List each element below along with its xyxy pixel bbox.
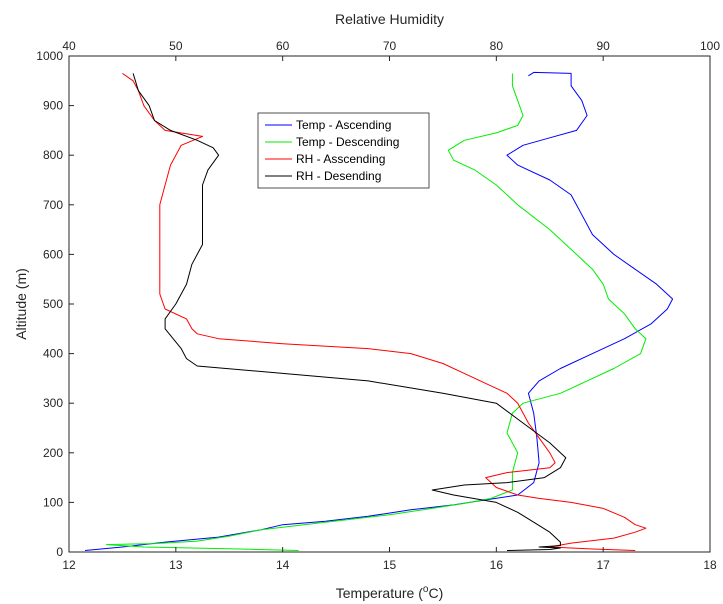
top-tick-label: 70 [383, 39, 397, 53]
series-line-4 [132, 73, 567, 551]
top-tick-label: 100 [700, 39, 720, 53]
legend-label-4: RH - Desending [296, 169, 381, 183]
bottom-axis-label-main: Temperature ( [336, 585, 423, 601]
bottom-tick-label: 16 [490, 558, 504, 572]
legend: Temp - Ascending Temp - Descending RH - As… [257, 112, 430, 189]
y-tick-label: 400 [43, 347, 63, 361]
y-tick-label: 800 [43, 148, 63, 162]
y-tick-label: 900 [43, 99, 63, 113]
y-tick-label: 500 [43, 297, 63, 311]
y-tick-label: 700 [43, 198, 63, 212]
bottom-axis-label-suffix: C) [428, 585, 443, 601]
series-line-3 [122, 72, 647, 551]
bottom-tick-label: 17 [596, 558, 610, 572]
series-layer [84, 71, 674, 551]
bottom-tick-label: 12 [62, 558, 76, 572]
series-line-2 [105, 73, 647, 551]
y-tick-label: 200 [43, 446, 63, 460]
y-tick-label: 1000 [36, 49, 63, 63]
bottom-axis-label: Temperature (oC) [336, 584, 444, 601]
y-tick-label: 300 [43, 396, 63, 410]
legend-label-3: RH - Asscending [296, 152, 385, 166]
top-tick-label: 50 [169, 39, 183, 53]
y-tick-label: 600 [43, 247, 63, 261]
bottom-tick-label: 14 [276, 558, 290, 572]
bottom-tick-label: 13 [169, 558, 183, 572]
legend-label-2: Temp - Descending [296, 135, 399, 149]
bottom-tick-label: 15 [383, 558, 397, 572]
y-tick-label: 0 [56, 545, 63, 559]
top-axis-label: Relative Humidity [335, 11, 444, 27]
legend-label-1: Temp - Ascending [296, 118, 391, 132]
bottom-axis-label-sup: o [423, 584, 429, 595]
top-tick-label: 80 [490, 39, 504, 53]
y-tick-label: 100 [43, 495, 63, 509]
top-tick-label: 40 [62, 39, 76, 53]
y-axis-label: Altitude (m) [13, 268, 29, 340]
top-tick-label: 60 [276, 39, 290, 53]
bottom-tick-label: 18 [703, 558, 717, 572]
top-tick-label: 90 [596, 39, 610, 53]
